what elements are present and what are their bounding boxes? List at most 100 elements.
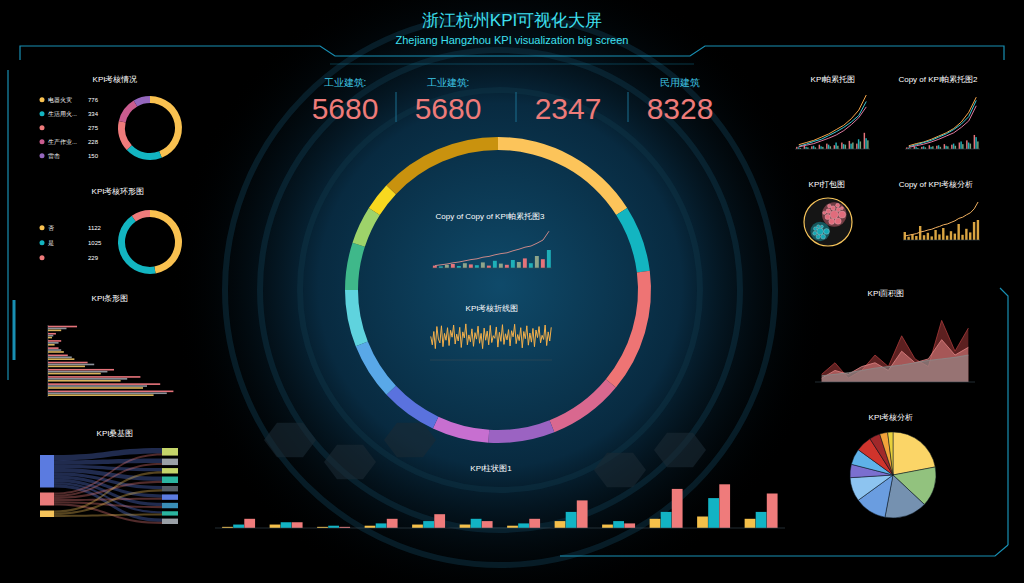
chart-title: KPI柱状图1 bbox=[470, 464, 512, 473]
decor-hexagon bbox=[324, 445, 376, 480]
slice bbox=[150, 210, 182, 274]
bar bbox=[826, 144, 827, 149]
bar bbox=[48, 391, 173, 393]
line bbox=[799, 107, 867, 147]
slice bbox=[386, 386, 438, 429]
bar bbox=[969, 232, 971, 240]
kpi-label: 工业建筑: bbox=[427, 77, 470, 88]
frame-line bbox=[560, 545, 1008, 556]
bar bbox=[529, 519, 540, 528]
bar bbox=[960, 141, 961, 149]
bar bbox=[923, 146, 924, 149]
plot-area bbox=[904, 202, 980, 240]
axis-line bbox=[905, 149, 980, 150]
sankey-link bbox=[54, 459, 162, 465]
slice bbox=[134, 96, 150, 106]
legend-swatch bbox=[40, 240, 45, 245]
pack-circle bbox=[830, 210, 838, 218]
bar bbox=[923, 235, 925, 240]
sankey-node bbox=[162, 468, 178, 473]
bar bbox=[708, 498, 719, 528]
legend-value: 275 bbox=[88, 125, 99, 131]
bar bbox=[970, 144, 971, 149]
bar bbox=[602, 525, 613, 528]
bar bbox=[48, 387, 143, 389]
bar bbox=[328, 526, 339, 528]
bar bbox=[48, 378, 127, 380]
bar bbox=[48, 355, 68, 357]
bar bbox=[961, 235, 963, 240]
background-glow bbox=[170, 0, 830, 583]
area bbox=[822, 340, 969, 382]
slice bbox=[488, 420, 554, 443]
sankey-node bbox=[162, 503, 178, 508]
bar bbox=[650, 519, 661, 528]
bar bbox=[292, 522, 303, 528]
pack-circle bbox=[827, 204, 831, 208]
slice bbox=[433, 417, 489, 443]
sankey-link bbox=[54, 481, 162, 499]
line bbox=[431, 324, 551, 349]
bar bbox=[938, 234, 940, 240]
bar bbox=[852, 143, 853, 149]
bar bbox=[856, 144, 857, 149]
sankey-link bbox=[54, 498, 162, 502]
bar bbox=[469, 264, 473, 268]
bar bbox=[555, 521, 566, 528]
bar bbox=[858, 139, 859, 149]
frame-line bbox=[1000, 288, 1008, 545]
bar bbox=[719, 484, 730, 528]
pack-circle bbox=[820, 225, 823, 228]
bar bbox=[481, 262, 485, 268]
bar bbox=[434, 514, 445, 528]
sankey-link bbox=[54, 513, 162, 517]
chart-title: Copy of KPI考核分析 bbox=[899, 180, 974, 189]
bar bbox=[867, 140, 868, 149]
bar bbox=[850, 144, 851, 149]
slice bbox=[127, 145, 162, 160]
bar bbox=[953, 144, 954, 149]
pack-circle bbox=[821, 234, 826, 239]
slice bbox=[606, 271, 651, 388]
legend-label: 雷击 bbox=[48, 153, 60, 159]
bar bbox=[965, 229, 967, 240]
bar bbox=[493, 261, 497, 268]
decor-hexagon bbox=[654, 433, 706, 468]
bar bbox=[577, 500, 588, 528]
bar bbox=[48, 369, 114, 371]
legend-value: 1122 bbox=[88, 225, 102, 231]
bar bbox=[830, 146, 831, 149]
frame-line bbox=[7, 70, 8, 380]
bar bbox=[48, 373, 101, 375]
bar bbox=[518, 523, 529, 528]
bar bbox=[820, 146, 821, 149]
legend-swatch bbox=[40, 139, 45, 144]
bar bbox=[507, 526, 518, 528]
bar bbox=[938, 145, 939, 149]
legend-value: 334 bbox=[88, 111, 99, 117]
legend-label: 电器火灾 bbox=[48, 96, 72, 103]
slice bbox=[345, 243, 365, 290]
legend-label: 生产作业... bbox=[48, 138, 77, 145]
bar bbox=[974, 135, 975, 149]
bar bbox=[281, 522, 292, 528]
plot-area bbox=[796, 95, 868, 149]
bar bbox=[929, 145, 930, 149]
bar bbox=[48, 326, 77, 328]
decor-ring bbox=[260, 50, 740, 530]
bar bbox=[865, 138, 866, 149]
bar bbox=[921, 147, 922, 149]
bar bbox=[661, 512, 672, 528]
legend-swatch bbox=[40, 111, 45, 116]
bar bbox=[813, 146, 814, 149]
bar bbox=[919, 226, 921, 240]
bar bbox=[843, 144, 844, 149]
bar bbox=[845, 145, 846, 149]
bar bbox=[973, 222, 975, 240]
chart-title: KPI帕累托图 bbox=[811, 75, 856, 84]
legend-swatch bbox=[40, 225, 45, 230]
decor-ring bbox=[225, 15, 775, 565]
pack-container bbox=[804, 198, 852, 246]
legend-swatch bbox=[40, 255, 45, 260]
bar bbox=[837, 146, 838, 149]
